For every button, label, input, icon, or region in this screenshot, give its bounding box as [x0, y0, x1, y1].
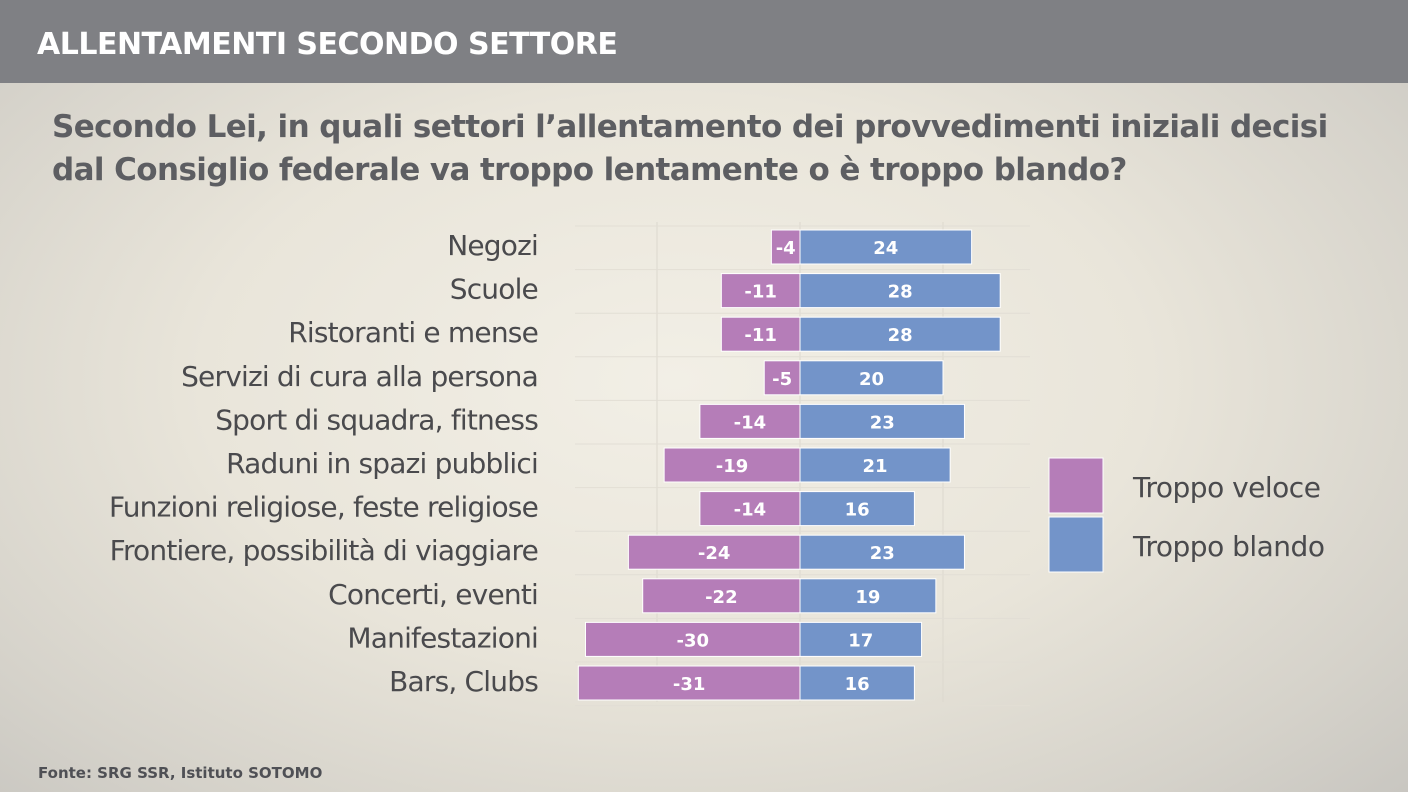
bar-troppo-veloce — [627, 534, 801, 570]
legend-swatch — [1048, 457, 1104, 514]
value-label-troppo-veloce: -4 — [776, 238, 796, 259]
value-label-troppo-blando: 16 — [845, 500, 870, 521]
value-label-troppo-blando: 16 — [845, 674, 870, 695]
value-label-troppo-blando: 28 — [888, 282, 913, 303]
bar-troppo-blando — [799, 403, 965, 439]
category-label: Frontiere, possibilità di viaggiare — [110, 534, 538, 567]
value-label-troppo-blando: 20 — [859, 369, 884, 390]
bar-troppo-veloce — [720, 273, 801, 309]
category-label: Manifestazioni — [347, 621, 538, 654]
category-label: Funzioni religiose, feste religiose — [109, 491, 538, 524]
chart-question: Secondo Lei, in quali settori l’allentam… — [52, 106, 1352, 192]
value-label-troppo-veloce: -14 — [734, 500, 767, 521]
bar-troppo-veloce — [699, 403, 801, 439]
question-line-2: dal Consiglio federale va troppo lentame… — [52, 152, 1127, 188]
category-label: Raduni in spazi pubblici — [226, 447, 538, 480]
bar-troppo-blando — [799, 273, 1001, 309]
category-label: Scuole — [450, 273, 538, 306]
legend-label: Troppo veloce — [1132, 471, 1320, 504]
value-label-troppo-veloce: -14 — [734, 412, 767, 433]
header-title: ALLENTAMENTI SECONDO SETTORE — [37, 27, 618, 62]
value-label-troppo-blando: 19 — [855, 587, 880, 608]
category-labels: Negozi Scuole Ristoranti e mense Servizi di… — [109, 229, 539, 698]
value-label-troppo-veloce: -22 — [705, 587, 738, 608]
bar-troppo-veloce — [663, 447, 801, 483]
bar-troppo-blando — [799, 229, 973, 265]
legend-swatch — [1048, 516, 1104, 573]
category-label: Sport di squadra, fitness — [215, 403, 538, 436]
bar-troppo-veloce — [763, 360, 801, 396]
bar-troppo-veloce — [577, 665, 801, 701]
value-label-troppo-veloce: -11 — [744, 282, 777, 303]
bar-troppo-blando — [799, 360, 944, 396]
bar-troppo-blando — [799, 621, 923, 657]
legend: Troppo veloce Troppo blando — [1048, 457, 1325, 573]
value-label-troppo-blando: 21 — [863, 456, 888, 477]
bar-troppo-blando — [799, 491, 915, 527]
value-label-troppo-blando: 23 — [870, 412, 895, 433]
value-label-troppo-veloce: -31 — [673, 674, 706, 695]
value-label-troppo-blando: 17 — [848, 630, 873, 651]
bars: -4 24 -11 28 -11 28 -5 20 -14 23 -19 21 -14 16 -24 23 -2… — [577, 229, 1001, 701]
bar-troppo-veloce — [699, 491, 801, 527]
bar-troppo-blando — [799, 447, 951, 483]
value-label-troppo-veloce: -11 — [744, 325, 777, 346]
bar-troppo-blando — [799, 316, 1001, 352]
category-label: Negozi — [447, 229, 538, 262]
value-label-troppo-blando: 28 — [888, 325, 913, 346]
category-label: Bars, Clubs — [389, 665, 538, 698]
category-label: Concerti, eventi — [328, 578, 538, 611]
bar-troppo-blando — [799, 578, 937, 614]
value-label-troppo-veloce: -19 — [716, 456, 749, 477]
source-note: Fonte: SRG SSR, Istituto SOTOMO — [38, 764, 323, 782]
value-label-troppo-blando: 24 — [873, 238, 898, 259]
bar-troppo-veloce — [585, 621, 801, 657]
category-label: Servizi di cura alla persona — [181, 360, 538, 393]
bar-troppo-veloce — [720, 316, 801, 352]
header-bar — [0, 0, 1408, 83]
category-label: Ristoranti e mense — [288, 316, 538, 349]
bar-troppo-blando — [799, 665, 915, 701]
value-label-troppo-blando: 23 — [870, 543, 895, 564]
bar-troppo-blando — [799, 534, 965, 570]
bar-troppo-veloce — [642, 578, 801, 614]
value-label-troppo-veloce: -24 — [698, 543, 731, 564]
value-label-troppo-veloce: -30 — [676, 630, 709, 651]
legend-label: Troppo blando — [1132, 530, 1324, 563]
question-line-1: Secondo Lei, in quali settori l’allentam… — [52, 109, 1328, 145]
value-label-troppo-veloce: -5 — [772, 369, 792, 390]
